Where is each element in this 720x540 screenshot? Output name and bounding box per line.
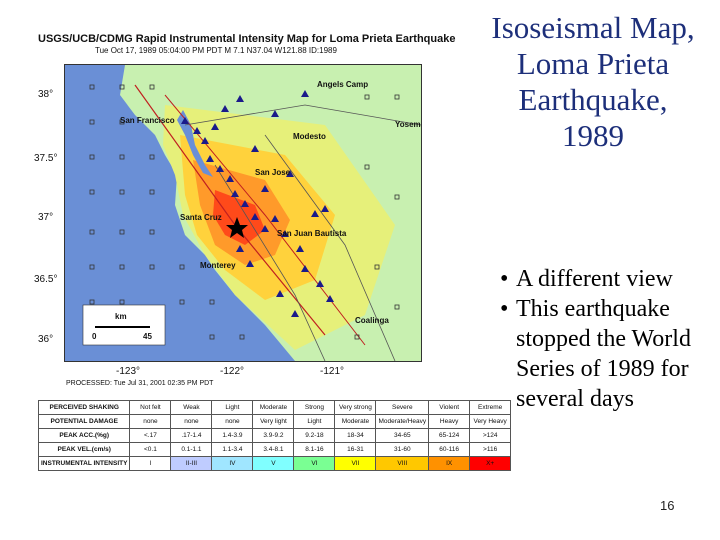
slide-title: Isoseismal Map, Loma Prieta Earthquake, … xyxy=(468,10,718,154)
legend-cell: 9.2-18 xyxy=(293,428,336,443)
scale-tick: 45 xyxy=(143,332,152,341)
bullet-item: A different view xyxy=(500,264,715,294)
legend-cell: <.17 xyxy=(129,428,172,443)
legend-row-header: PERCEIVED SHAKING xyxy=(37,400,131,415)
legend-cell: 31-60 xyxy=(375,442,430,457)
legend-cell: Moderate xyxy=(252,400,295,415)
legend-cell: 16-31 xyxy=(334,442,377,457)
city-label: Modesto xyxy=(293,132,326,141)
legend-cell: Moderate xyxy=(334,414,377,429)
legend-cell: 34-65 xyxy=(375,428,430,443)
city-label: San Jose xyxy=(255,168,291,177)
city-label: San Francisco xyxy=(120,116,175,125)
legend-cell: 8.1-16 xyxy=(293,442,336,457)
lat-label: 37° xyxy=(38,212,54,223)
city-label: Yosemite xyxy=(395,120,421,129)
legend-cell: Very Heavy xyxy=(469,414,512,429)
legend-cell: Not felt xyxy=(129,400,172,415)
legend-cell: .17-1.4 xyxy=(170,428,213,443)
city-label: Coalinga xyxy=(355,316,389,325)
legend-row: PEAK ACC.(%g) <.17.17-1.4 1.4-3.9 3.9-9.2 9.… xyxy=(37,428,512,443)
stations xyxy=(181,90,334,317)
legend-cell: >124 xyxy=(469,428,512,443)
city-label: Monterey xyxy=(200,261,236,270)
legend-row: POTENTIAL DAMAGE none none none Very light Li… xyxy=(37,414,512,429)
legend-row: PERCEIVED SHAKING Not felt Weak Light Modera… xyxy=(37,400,512,415)
title-line: Earthquake, xyxy=(518,82,668,117)
legend-cell: none xyxy=(211,414,254,429)
legend-cell: Strong xyxy=(293,400,336,415)
legend-cell: Violent xyxy=(428,400,471,415)
legend-row-header: PEAK ACC.(%g) xyxy=(37,428,131,443)
lat-label: 36° xyxy=(38,334,54,345)
legend-cell: VII xyxy=(334,456,377,471)
legend-cell: 65-124 xyxy=(428,428,471,443)
legend-cell: VI xyxy=(293,456,336,471)
lon-label: -121° xyxy=(320,366,345,377)
legend-cell: IX xyxy=(428,456,471,471)
lat-label: 37.5° xyxy=(34,153,58,164)
legend-row-header: POTENTIAL DAMAGE xyxy=(37,414,131,429)
intensity-zone-viii xyxy=(213,190,265,245)
legend-row-header: PEAK VEL.(cm/s) xyxy=(37,442,131,457)
scale-label: km xyxy=(115,312,127,321)
map-title: USGS/UCB/CDMG Rapid Instrumental Intensi… xyxy=(38,33,456,45)
epicenter-star xyxy=(226,217,248,238)
legend-row-header: INSTRUMENTAL INTENSITY xyxy=(37,456,131,471)
road xyxy=(264,134,396,361)
legend-cell: none xyxy=(129,414,172,429)
legend-cell: 60-116 xyxy=(428,442,471,457)
city-label: Santa Cruz xyxy=(180,213,222,222)
legend-cell: >116 xyxy=(469,442,512,457)
lon-label: -122° xyxy=(220,366,245,377)
legend-cell: Very strong xyxy=(334,400,377,415)
legend-cell: Moderate/Heavy xyxy=(375,414,430,429)
legend-row: INSTRUMENTAL INTENSITY I II-III IV V VI VII VII… xyxy=(37,456,512,471)
title-line: Isoseismal Map, xyxy=(491,10,695,45)
road xyxy=(214,164,326,361)
legend-cell: I xyxy=(129,456,172,471)
legend-cell: 1.4-3.9 xyxy=(211,428,254,443)
legend-row: PEAK VEL.(cm/s) <0.1 0.1-1.1 1.1-3.4 3.4-8.1… xyxy=(37,442,512,457)
legend-cell: IV xyxy=(211,456,254,471)
title-line: Loma Prieta xyxy=(516,46,670,81)
map-graphic: Angels Camp San Francisco Yosemite Modes… xyxy=(82,65,421,361)
city-label: Angels Camp xyxy=(317,80,368,89)
legend-cell: Light xyxy=(293,414,336,429)
bay xyxy=(177,110,213,177)
legend-cell: <0.1 xyxy=(129,442,172,457)
title-line: 1989 xyxy=(562,118,624,153)
legend-cell: 3.4-8.1 xyxy=(252,442,295,457)
legend-cell: Weak xyxy=(170,400,213,415)
legend-cell: 18-34 xyxy=(334,428,377,443)
city-label: San Juan Bautista xyxy=(277,229,347,238)
road xyxy=(184,104,421,126)
bullet-item: This earthquake stopped the World Series… xyxy=(500,294,715,414)
processed-note: PROCESSED: Tue Jul 31, 2001 02:35 PM PDT xyxy=(66,380,214,387)
legend-cell: Severe xyxy=(375,400,430,415)
scale-tick: 0 xyxy=(92,332,97,341)
legend-cell: 3.9-9.2 xyxy=(252,428,295,443)
legend-cell: Light xyxy=(211,400,254,415)
intensity-legend: PERCEIVED SHAKING Not felt Weak Light Modera… xyxy=(37,400,512,471)
lat-label: 36.5° xyxy=(34,274,58,285)
legend-cell: none xyxy=(170,414,213,429)
legend-cell: Heavy xyxy=(428,414,471,429)
lon-label: -123° xyxy=(116,366,141,377)
page-number: 16 xyxy=(660,498,675,513)
bullet-list: A different view This earthquake stopped… xyxy=(500,264,715,414)
legend-cell: 1.1-3.4 xyxy=(211,442,254,457)
scale-box xyxy=(82,304,166,346)
map-subtitle: Tue Oct 17, 1989 05:04:00 PM PDT M 7.1 N… xyxy=(95,46,337,55)
legend-cell: II-III xyxy=(170,456,213,471)
legend-cell: 0.1-1.1 xyxy=(170,442,213,457)
legend-cell: Very light xyxy=(252,414,295,429)
legend-cell: VIII xyxy=(375,456,430,471)
legend-cell: V xyxy=(252,456,295,471)
lat-label: 38° xyxy=(38,89,54,100)
intensity-map: Angels Camp San Francisco Yosemite Modes… xyxy=(64,64,422,362)
legend-cell: X+ xyxy=(469,456,512,471)
